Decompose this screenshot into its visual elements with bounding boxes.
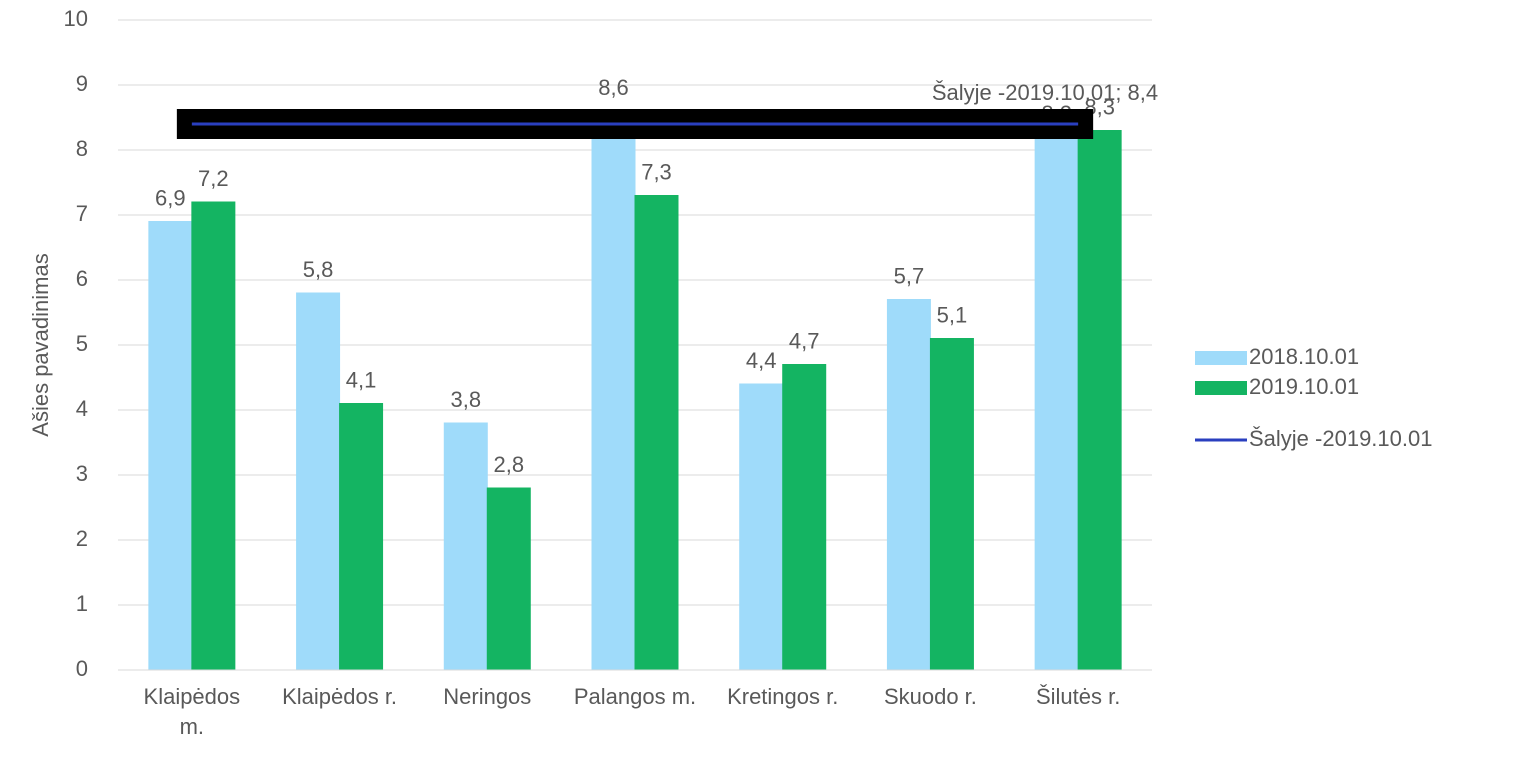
y-tick-label: 4 [76,396,88,421]
data-label: 7,2 [198,166,229,191]
y-tick-label: 7 [76,201,88,226]
x-tick-label: Klaipėdos r. [282,684,398,709]
y-tick-label: 3 [76,461,88,486]
bar [443,422,488,671]
x-tick-label: Kretingos r. [727,684,839,709]
data-label: 8,6 [598,75,629,100]
bar [591,110,636,671]
bar [634,195,679,671]
bar [486,487,531,671]
data-label: 4,7 [789,328,820,353]
x-tick-label: Palangos m. [573,684,697,709]
legend-label: Šalyje -2019.10.01 [1249,426,1432,451]
x-tick-label: Neringos [443,684,532,709]
data-label: 7,3 [641,159,672,184]
x-tick-label: Skuodo r. [883,684,977,709]
legend-swatch [1195,351,1247,365]
bar [929,338,974,671]
y-tick-label: 1 [76,591,88,616]
bar [1077,130,1122,671]
bar [339,403,384,671]
bar [1034,136,1079,671]
data-label: 4,1 [346,367,377,392]
legend-label: 2018.10.01 [1249,344,1359,369]
y-tick-label: 9 [76,71,88,96]
y-tick-label: 8 [76,136,88,161]
y-axis-label: Ašies pavadinimas [28,253,53,436]
data-label: 4,4 [746,348,777,373]
bar [148,221,193,671]
x-tick-label: Šilutės r. [1035,684,1121,709]
bar [886,299,931,671]
bar [782,364,827,671]
legend-swatch [1195,381,1247,395]
data-label: 5,8 [303,257,334,282]
y-tick-label: 0 [76,656,88,681]
y-tick-label: 5 [76,331,88,356]
y-tick-label: 2 [76,526,88,551]
x-tick-label: Klaipėdos m. [143,684,241,739]
data-label: 5,7 [894,263,925,288]
legend-label: 2019.10.01 [1249,374,1359,399]
y-tick-label: 6 [76,266,88,291]
data-label: 2,8 [493,452,524,477]
bar [739,383,784,671]
data-label: Šalyje -2019.10.01; 8,4 [932,80,1158,105]
data-label: 5,1 [937,302,968,327]
bar [296,292,341,671]
data-label: 6,9 [155,185,186,210]
y-tick-label: 10 [64,6,88,31]
data-label: 3,8 [450,387,481,412]
bar [191,201,236,671]
